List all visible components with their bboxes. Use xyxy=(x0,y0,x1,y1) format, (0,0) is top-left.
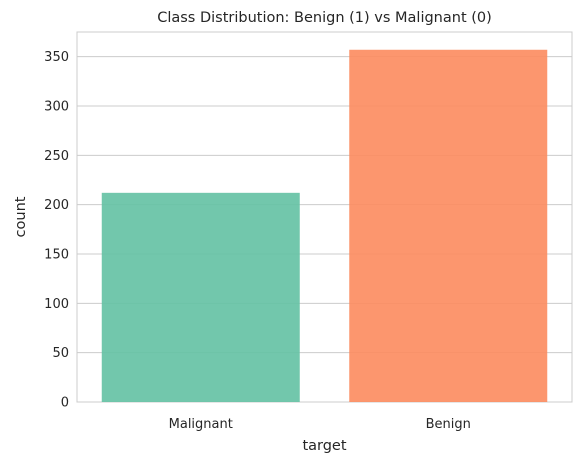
y-tick-label: 200 xyxy=(44,198,69,213)
chart-title: Class Distribution: Benign (1) vs Malign… xyxy=(157,10,492,26)
bar-malignant xyxy=(101,192,300,402)
y-tick-label: 250 xyxy=(44,149,69,164)
bar-benign xyxy=(349,49,548,402)
y-axis-label: count xyxy=(13,196,29,237)
y-tick-label: 100 xyxy=(44,297,69,312)
x-tick-labels: Malignant Benign xyxy=(169,417,471,432)
y-tick-label: 0 xyxy=(61,396,69,411)
x-tick-label-benign: Benign xyxy=(426,417,471,432)
x-tick-label-malignant: Malignant xyxy=(169,417,233,432)
y-tick-labels: 0 50 100 150 200 250 300 350 xyxy=(44,50,69,410)
y-tick-label: 150 xyxy=(44,248,69,263)
bars xyxy=(101,49,548,402)
y-tick-label: 350 xyxy=(44,50,69,65)
y-tick-label: 50 xyxy=(52,346,69,361)
y-tick-label: 300 xyxy=(44,100,69,115)
x-axis-label: target xyxy=(302,438,346,454)
